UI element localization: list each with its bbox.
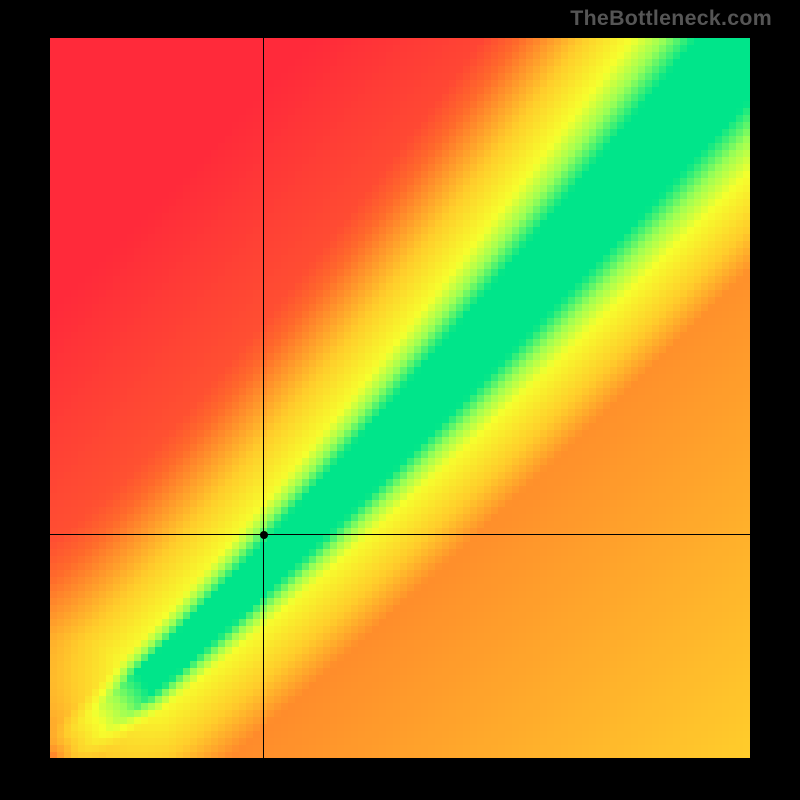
heatmap-canvas [50,38,750,758]
watermark-text: TheBottleneck.com [570,6,772,31]
heatmap-plot [50,38,750,758]
